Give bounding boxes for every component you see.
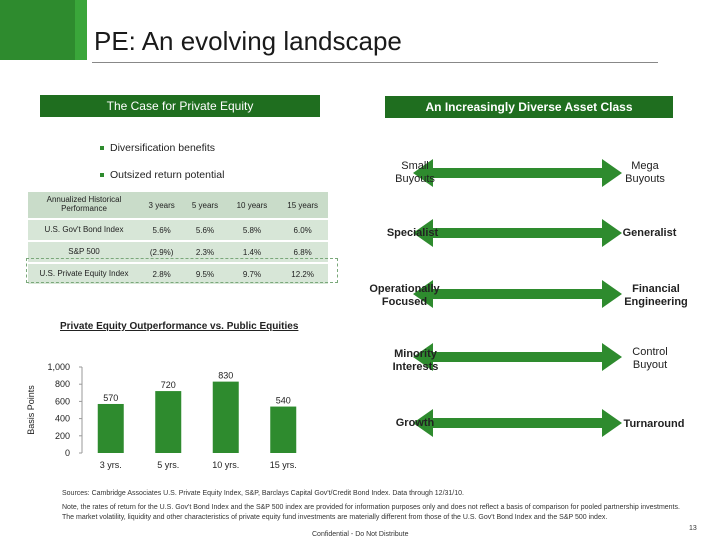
chart-title: Private Equity Outperformance vs. Public… xyxy=(60,321,299,332)
pair-right-label: Turnaround xyxy=(623,418,685,430)
pair-left-label: Growth xyxy=(395,417,435,429)
pair-right-label: Financial Engineering xyxy=(624,283,688,308)
table-cell: 5.6% xyxy=(140,220,184,240)
table-row: U.S. Private Equity Index 2.8% 9.5% 9.7%… xyxy=(28,264,328,284)
double-arrow-icon xyxy=(413,219,622,247)
double-arrow-icon xyxy=(413,280,622,308)
double-arrow-icon xyxy=(413,343,622,371)
x-tick-label: 3 yrs. xyxy=(100,460,122,470)
bar xyxy=(97,403,124,453)
table-cell: 12.2% xyxy=(277,264,328,284)
pe-row-highlight xyxy=(26,258,338,283)
x-tick-label: 15 yrs. xyxy=(270,460,297,470)
pair-left-label: Small Buyouts xyxy=(395,160,435,185)
disclaimer-note: Note, the rates of return for the U.S. G… xyxy=(62,504,680,521)
brand-block xyxy=(0,0,75,60)
pair-left-label: Minority Interests xyxy=(392,348,439,373)
bar xyxy=(270,406,297,453)
pair-left-label: Specialist xyxy=(386,227,439,239)
page-number: 13 xyxy=(689,525,697,532)
performance-table: Annualized Historical Performance 3 year… xyxy=(28,190,328,286)
column-header: 5 years xyxy=(183,192,227,218)
double-arrow-icon xyxy=(413,159,622,187)
bullet-diversification: Diversification benefits xyxy=(100,142,215,154)
bar-value-label: 830 xyxy=(218,371,233,381)
column-header: 10 years xyxy=(226,192,278,218)
table-cell: 6.8% xyxy=(277,242,328,262)
bar-value-label: 540 xyxy=(276,396,291,406)
pair-right-label: Generalist xyxy=(622,227,677,239)
y-tick-label: 600 xyxy=(55,396,70,406)
row-label: S&P 500 xyxy=(28,242,140,262)
x-tick-label: 5 yrs. xyxy=(157,460,179,470)
brand-strip xyxy=(75,0,87,60)
page-title: PE: An evolving landscape xyxy=(94,26,402,56)
column-header: 3 years xyxy=(140,192,184,218)
table-header-label: Annualized Historical Performance xyxy=(28,192,140,218)
diverse-asset-class-banner: An Increasingly Diverse Asset Class xyxy=(385,96,673,118)
y-tick-label: 0 xyxy=(65,448,70,458)
bar-value-label: 570 xyxy=(103,393,118,403)
bullet-text: Outsized return potential xyxy=(110,169,225,181)
table-row: U.S. Gov't Bond Index 5.6% 5.6% 5.8% 6.0… xyxy=(28,220,328,240)
table-header-row: Annualized Historical Performance 3 year… xyxy=(28,192,328,218)
table-cell: 6.0% xyxy=(277,220,328,240)
pair-left-label: Operationally Focused xyxy=(369,283,440,308)
x-tick-label: 10 yrs. xyxy=(212,460,239,470)
table-row: S&P 500 (2.9%) 2.3% 1.4% 6.8% xyxy=(28,242,328,262)
table-cell: 2.8% xyxy=(140,264,184,284)
y-tick-label: 800 xyxy=(55,379,70,389)
table-cell: (2.9%) xyxy=(140,242,184,262)
bar xyxy=(155,391,182,453)
bullet-square-icon xyxy=(100,173,104,178)
double-arrow-icon xyxy=(413,409,622,437)
sources-note: Sources: Cambridge Associates U.S. Priva… xyxy=(62,490,464,497)
pair-right-label: Mega Buyouts xyxy=(625,160,665,185)
table-cell: 5.8% xyxy=(226,220,278,240)
table-cell: 1.4% xyxy=(226,242,278,262)
table-cell: 5.6% xyxy=(183,220,227,240)
y-tick-label: 1,000 xyxy=(47,362,70,372)
bullet-text: Diversification benefits xyxy=(110,142,216,154)
table-cell: 9.7% xyxy=(226,264,278,284)
pair-right-label: Control Buyout xyxy=(632,346,668,371)
y-tick-label: 400 xyxy=(55,414,70,424)
outperformance-bar-chart: 0 200 400 600 800 1,000 Basis Points 570 3 yrs. 7… xyxy=(26,362,297,470)
spectrum-arrows xyxy=(413,159,622,437)
bar xyxy=(212,381,239,453)
table-cell: 2.3% xyxy=(183,242,227,262)
bullet-square-icon xyxy=(100,146,104,151)
bar-value-label: 720 xyxy=(161,380,176,390)
confidential-label: Confidential - Do Not Distribute xyxy=(312,531,409,538)
bullet-outsized-return: Outsized return potential xyxy=(100,169,224,181)
row-label: U.S. Private Equity Index xyxy=(28,264,140,284)
case-for-pe-banner: The Case for Private Equity xyxy=(40,95,320,117)
column-header: 15 years xyxy=(277,192,328,218)
row-label: U.S. Gov't Bond Index xyxy=(28,220,140,240)
title-divider xyxy=(92,62,658,63)
y-axis-label: Basis Points xyxy=(26,385,36,435)
y-tick-label: 200 xyxy=(55,431,70,441)
table-cell: 9.5% xyxy=(183,264,227,284)
